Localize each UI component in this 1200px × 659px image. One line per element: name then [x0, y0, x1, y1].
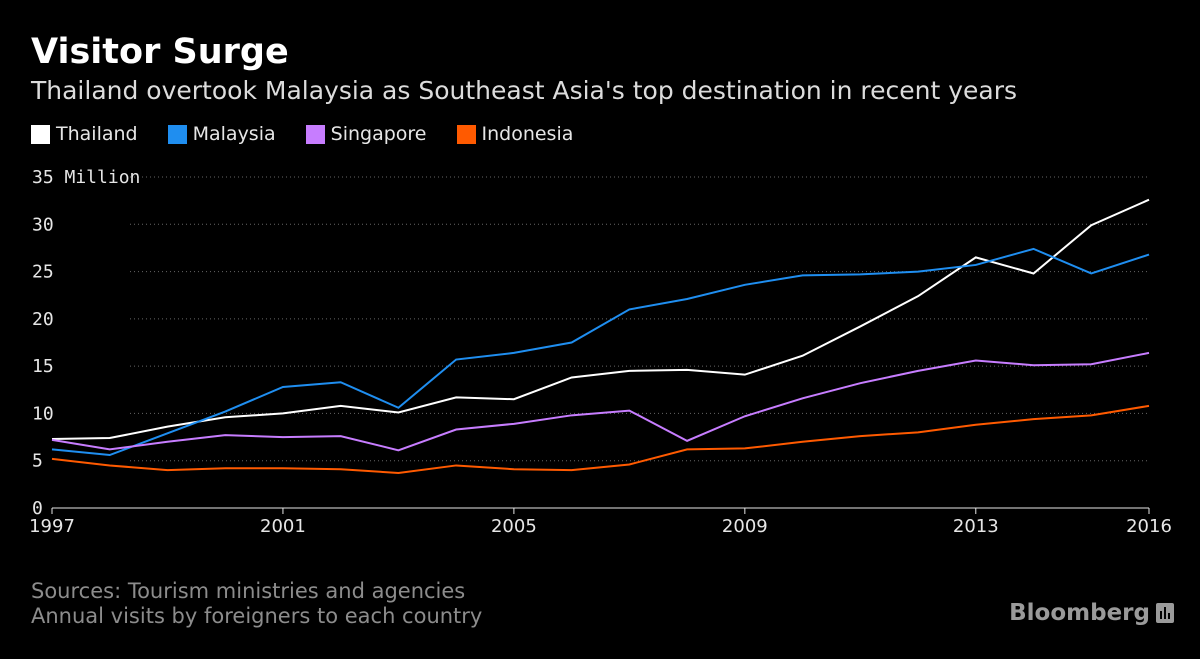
legend-swatch [305, 124, 325, 144]
x-tick-label: 1997 [29, 516, 75, 537]
y-tick-label: 20 [32, 309, 54, 330]
y-tick-label: 15 [32, 356, 54, 377]
x-tick-label: 2016 [1126, 516, 1172, 537]
legend: Thailand Malaysia Singapore Indonesia [31, 123, 573, 145]
legend-item-malaysia: Malaysia [167, 123, 276, 145]
description-note: Annual visits by foreigners to each coun… [31, 604, 483, 628]
y-tick-label: 35 Million [32, 167, 140, 188]
series-line-singapore [51, 351, 1150, 452]
legend-item-thailand: Thailand [31, 123, 138, 145]
legend-label: Singapore [330, 123, 427, 145]
y-tick-label: 5 [32, 451, 43, 472]
bloomberg-logo: Bloomberg [1009, 600, 1174, 626]
series-line-malaysia [51, 247, 1150, 457]
y-tick-label: 0 [32, 498, 43, 519]
bloomberg-chart-icon [1156, 603, 1174, 623]
legend-label: Malaysia [192, 123, 276, 145]
series-line-indonesia [51, 404, 1150, 475]
y-tick-label: 30 [32, 214, 54, 235]
legend-swatch [31, 124, 50, 144]
x-tick-label: 2013 [953, 516, 999, 537]
legend-item-indonesia: Indonesia [456, 123, 574, 145]
y-tick-label: 25 [32, 262, 54, 283]
legend-swatch [456, 124, 476, 144]
sources-note: Sources: Tourism ministries and agencies [31, 579, 466, 603]
footer: Sources: Tourism ministries and agencies… [31, 579, 482, 629]
logo-text: Bloomberg [1009, 600, 1150, 626]
legend-item-singapore: Singapore [305, 123, 427, 145]
x-tick-label: 2009 [722, 516, 768, 537]
x-tick-label: 2005 [491, 516, 537, 537]
legend-label: Thailand [56, 123, 138, 145]
legend-swatch [167, 124, 187, 144]
series-line-thailand [51, 198, 1150, 440]
chart-title: Visitor Surge [31, 32, 289, 72]
legend-label: Indonesia [481, 123, 574, 145]
y-tick-label: 10 [32, 403, 54, 424]
x-tick-label: 2001 [260, 516, 306, 537]
chart-subtitle: Thailand overtook Malaysia as Southeast … [31, 76, 1018, 105]
